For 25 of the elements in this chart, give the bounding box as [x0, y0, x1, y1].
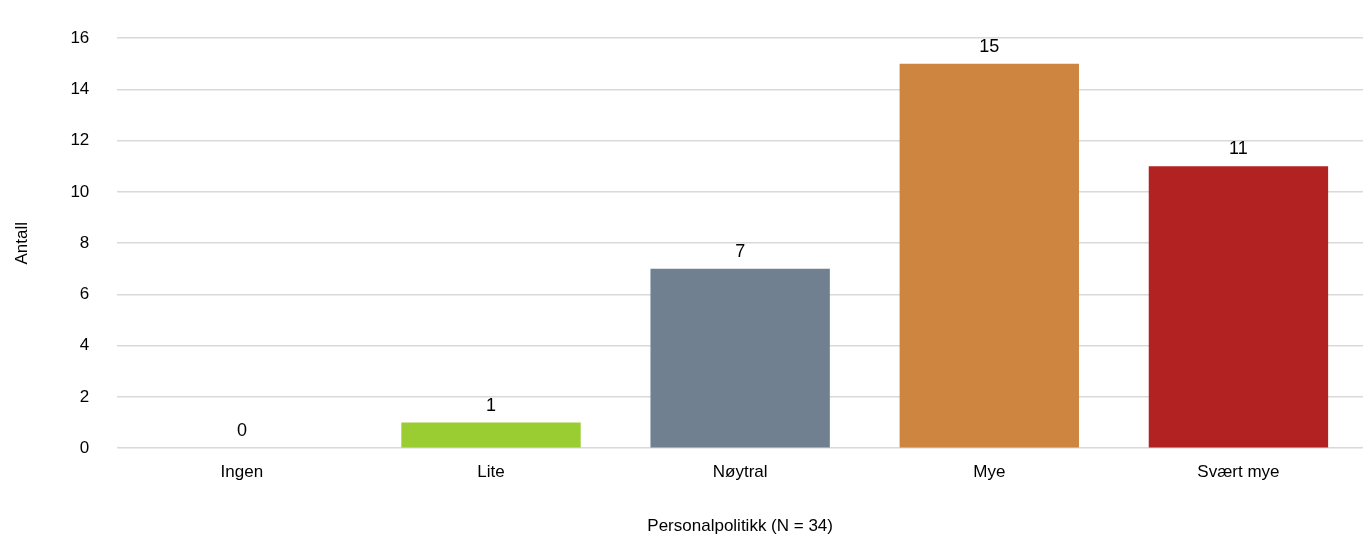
- x-tick-label: Mye: [973, 462, 1006, 482]
- y-axis-title: Antall: [11, 221, 31, 265]
- data-label: 15: [979, 35, 1000, 56]
- x-tick-label: Nøytral: [712, 462, 768, 482]
- y-tick-label: 0: [79, 437, 90, 457]
- y-tick-label: 8: [79, 232, 90, 252]
- data-label: 1: [486, 394, 497, 415]
- bar: [401, 422, 581, 448]
- x-tick-label: Lite: [477, 462, 505, 482]
- y-tick-label: 14: [70, 79, 90, 99]
- data-label: 7: [735, 240, 746, 261]
- bar: [1148, 166, 1329, 448]
- bar: [899, 63, 1079, 448]
- x-tick-label: Ingen: [220, 462, 264, 482]
- bar: [650, 268, 830, 448]
- data-label: 11: [1229, 138, 1248, 159]
- x-tick-label: Svært mye: [1197, 462, 1280, 482]
- y-tick-label: 4: [79, 335, 90, 355]
- y-tick-label: 10: [70, 181, 90, 201]
- y-tick-label: 6: [79, 284, 90, 304]
- x-axis-title: Personalpolitikk (N = 34): [647, 516, 833, 536]
- y-tick-label: 12: [70, 130, 90, 150]
- y-tick-label: 2: [79, 386, 90, 406]
- y-tick-label: 16: [70, 27, 90, 47]
- data-label: 0: [236, 420, 247, 441]
